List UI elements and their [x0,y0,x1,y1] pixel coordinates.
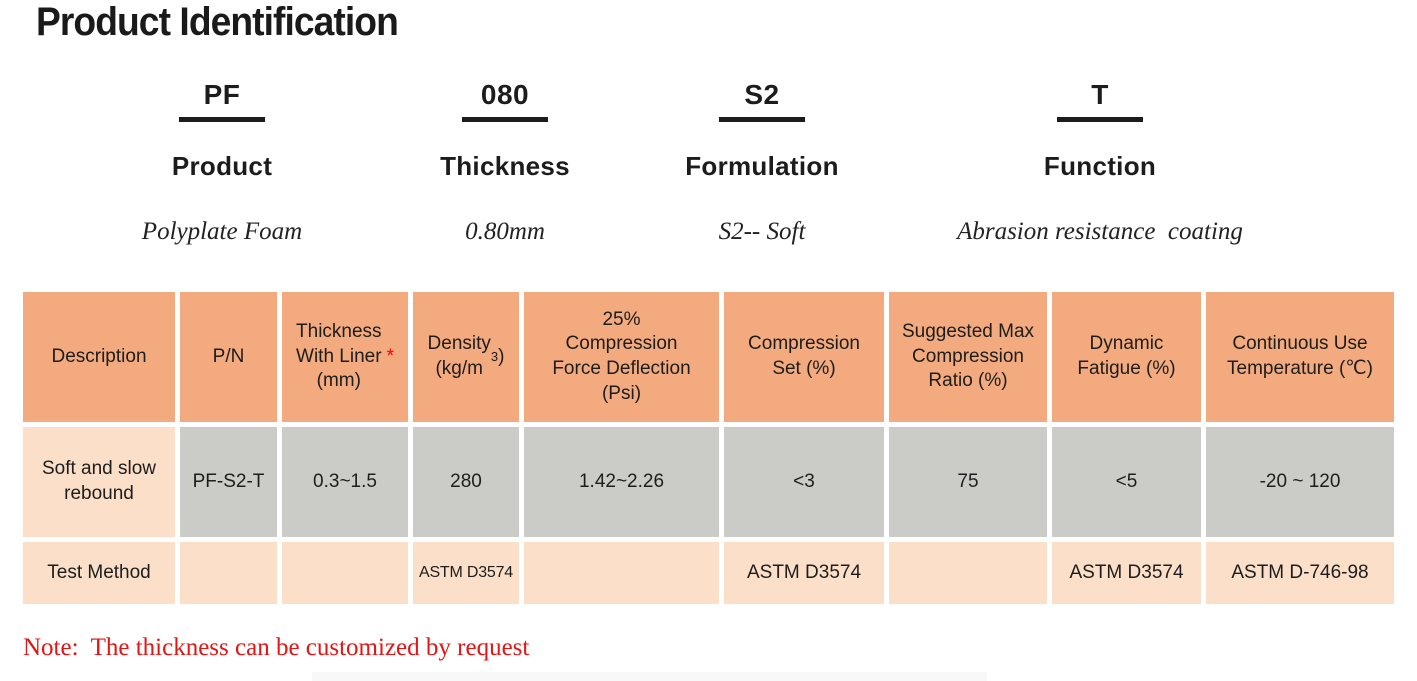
cfd-value-cell: 1.42~2.26 [524,427,719,537]
thickness-note: Note: The thickness can be customized by… [23,634,530,661]
test-method-temperature-cell: ASTM D-746-98 [1206,542,1394,604]
cell-text: 280 [450,470,482,492]
header-cell-continuous-use-temperature: Continuous Use Temperature (℃) [1206,292,1394,422]
code-label: Function [1043,150,1157,181]
test-method-compression-set-cell: ASTM D3574 [724,542,884,604]
code-column-thickness: 080 Thickness 0.80mm [355,79,655,246]
page-title: Product Identification [36,0,399,44]
header-text: Compression Set (%) [748,333,860,379]
product-code: PF [179,79,265,122]
product-description-cell: Soft and slow rebound [23,427,175,537]
dynamic-fatigue-value-cell: <5 [1052,427,1201,537]
cell-text: 75 [957,470,979,492]
pn-value-cell: PF-S2-T [180,427,277,537]
header-text: Density (kg/m [427,333,491,379]
compression-set-value-cell: <3 [724,427,884,537]
cell-text: 1.42~2.26 [578,470,665,492]
cell-text: Soft and slow rebound [41,458,157,504]
temperature-value-cell: -20 ~ 120 [1206,427,1394,537]
cell-text: <3 [793,470,815,492]
cell-text: 0.3~1.5 [313,470,377,492]
header-text: Continuous Use Temperature (℃) [1227,333,1373,379]
code-label: Thickness [440,150,570,181]
header-text: Description [51,345,147,367]
test-method-empty-cell [180,542,277,604]
code-column-function: T Function Abrasion resistance coating [920,79,1280,246]
header-cell-compression-force-deflection: 25% Compression Force Deflection (Psi) [524,292,719,422]
test-method-dynamic-fatigue-cell: ASTM D3574 [1052,542,1201,604]
code-description: S2-- Soft [718,217,806,245]
cell-text: Test Method [47,561,151,583]
header-text: P/N [212,345,245,367]
code-description: Polyplate Foam [141,217,303,245]
header-text: Suggested Max Compression Ratio (%) [901,320,1035,392]
header-cell-thickness-with-liner: Thickness With Liner (mm) * [282,292,408,422]
header-cell-description: Description [23,292,175,422]
code-column-formulation: S2 Formulation S2-- Soft [612,79,912,246]
code-description: 0.80mm [465,217,545,245]
bottom-edge-strip [312,672,987,681]
required-asterisk: * [386,345,394,367]
header-cell-density: Density (kg/m 3) [413,292,519,422]
code-label: Product [171,150,273,181]
test-method-label-cell: Test Method [23,542,175,604]
max-compression-value-cell: 75 [889,427,1047,537]
header-cell-pn: P/N [180,292,277,422]
code-description: Abrasion resistance coating [957,217,1243,245]
cell-text: ASTM D3574 [418,563,514,581]
thickness-value-cell: 0.3~1.5 [282,427,408,537]
spec-table: Description P/N Thickness With Liner (mm… [23,292,1394,604]
code-label: Formulation [685,150,839,181]
test-method-empty-cell [889,542,1047,604]
density-value-cell: 280 [413,427,519,537]
cell-text: ASTM D3574 [746,561,862,583]
cell-text: -20 ~ 120 [1259,470,1341,492]
cell-text: ASTM D-746-98 [1231,561,1369,583]
header-cell-compression-set: Compression Set (%) [724,292,884,422]
cell-text: <5 [1115,470,1138,492]
header-cell-dynamic-fatigue: Dynamic Fatigue (%) [1052,292,1201,422]
header-text: 25% Compression Force Deflection (Psi) [552,308,691,404]
function-code: T [1057,79,1143,122]
test-method-empty-cell [282,542,408,604]
thickness-code: 080 [462,79,548,122]
header-text: Thickness With Liner (mm) [296,320,382,392]
header-cell-max-compression-ratio: Suggested Max Compression Ratio (%) [889,292,1047,422]
test-method-density-cell: ASTM D3574 [413,542,519,604]
header-text: Dynamic Fatigue (%) [1077,333,1176,379]
cell-text: ASTM D3574 [1069,561,1184,583]
test-method-empty-cell [524,542,719,604]
header-text: ) [498,345,505,367]
code-column-product: PF Product Polyplate Foam [72,79,372,246]
formulation-code: S2 [719,79,805,122]
cell-text: PF-S2-T [192,470,265,492]
